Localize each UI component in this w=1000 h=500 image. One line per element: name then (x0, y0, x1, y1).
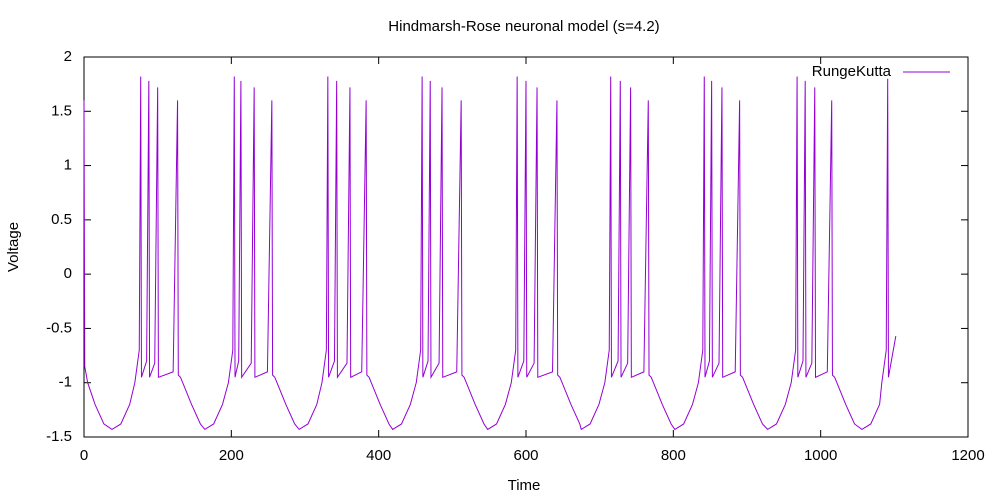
y-tick-label: 0.5 (51, 211, 72, 228)
y-tick-label: -1 (59, 374, 72, 391)
y-tick-label: 2 (64, 48, 72, 65)
y-tick-label: 0 (64, 265, 72, 282)
y-tick-label: 1 (64, 157, 72, 174)
y-tick-label: -1.5 (46, 428, 72, 445)
y-tick-label: 1.5 (51, 102, 72, 119)
x-tick-label: 400 (366, 447, 391, 464)
chart-title: Hindmarsh-Rose neuronal model (s=4.2) (388, 18, 659, 35)
x-tick-label: 800 (661, 447, 686, 464)
x-axis-label: Time (508, 477, 541, 494)
y-tick-label: -0.5 (46, 319, 72, 336)
data-line (83, 76, 897, 431)
x-tick-label: 1000 (804, 447, 837, 464)
x-tick-label: 600 (513, 447, 538, 464)
x-tick-label: 1200 (951, 447, 984, 464)
legend-label: RungeKutta (812, 63, 892, 80)
x-tick-label: 0 (80, 447, 88, 464)
x-tick-label: 200 (219, 447, 244, 464)
y-axis-label: Voltage (5, 222, 22, 272)
